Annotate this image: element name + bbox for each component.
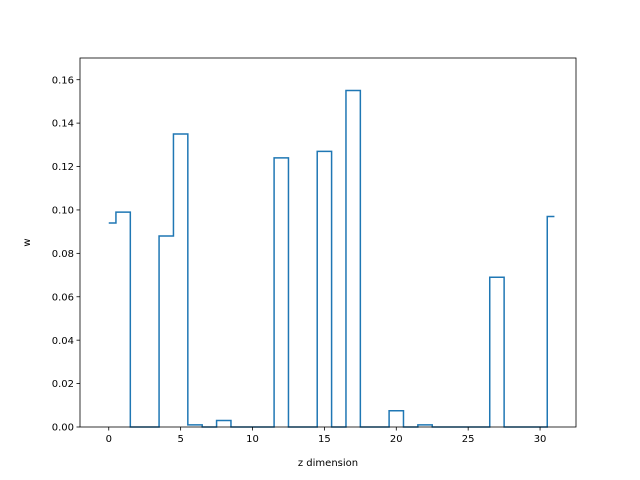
x-tick-label: 10	[246, 434, 259, 445]
series-line	[108, 89, 555, 428]
y-axis-ticks: 0.00 0.02 0.04 0.06 0.08 0.10 0.12 0.14 0.16	[52, 75, 80, 434]
y-axis-label: w	[22, 238, 33, 246]
x-axis-label: z dimension	[298, 458, 358, 469]
y-tick-label: 0.02	[52, 379, 74, 390]
x-tick-label: 20	[390, 434, 403, 445]
x-tick-label: 5	[177, 434, 183, 445]
x-tick-label: 30	[534, 434, 547, 445]
y-tick-label: 0.00	[52, 423, 74, 434]
x-tick-label: 15	[318, 434, 331, 445]
plot-area	[79, 57, 577, 428]
axes-frame	[79, 57, 577, 428]
y-tick-label: 0.04	[52, 336, 74, 347]
y-tick-label: 0.16	[52, 75, 74, 86]
x-axis-ticks: 0 5 10 15 20 25 30	[106, 427, 547, 445]
y-tick-label: 0.14	[52, 119, 74, 130]
y-tick-label: 0.12	[52, 162, 74, 173]
y-tick-label: 0.06	[52, 292, 74, 303]
y-tick-label: 0.10	[52, 206, 74, 217]
x-tick-label: 0	[106, 434, 112, 445]
y-tick-label: 0.08	[52, 249, 74, 260]
x-tick-label: 25	[462, 434, 475, 445]
